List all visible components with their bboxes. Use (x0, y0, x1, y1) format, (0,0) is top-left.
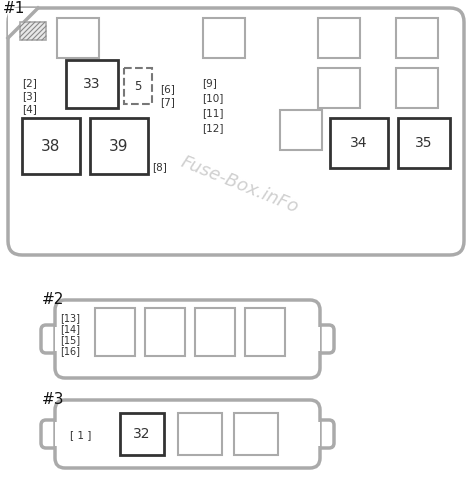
Text: [9]: [9] (202, 78, 217, 88)
Bar (55, 422, 61, 446)
Text: #1: #1 (3, 1, 26, 16)
Bar (396, 68, 438, 108)
Text: 39: 39 (109, 139, 129, 153)
Text: [2]: [2] (22, 78, 37, 88)
FancyBboxPatch shape (8, 8, 464, 255)
Bar (20, 22, 46, 40)
Text: Fuse-Box.inFo: Fuse-Box.inFo (178, 153, 301, 217)
Polygon shape (8, 8, 38, 38)
FancyBboxPatch shape (55, 300, 320, 378)
Bar (55, 327, 61, 351)
Bar (195, 308, 235, 356)
Text: [11]: [11] (202, 108, 224, 118)
Bar (398, 118, 450, 168)
Bar (124, 68, 152, 104)
Text: 5: 5 (134, 79, 142, 93)
Bar (330, 118, 388, 168)
FancyBboxPatch shape (55, 400, 320, 468)
Text: 34: 34 (350, 136, 368, 150)
Bar (95, 308, 135, 356)
FancyBboxPatch shape (316, 325, 334, 353)
Bar (57, 18, 99, 58)
Text: [3]: [3] (22, 91, 37, 101)
Text: [14]: [14] (60, 324, 80, 334)
Text: [10]: [10] (202, 93, 223, 103)
Bar (318, 18, 360, 58)
Bar (314, 327, 320, 351)
Text: 32: 32 (133, 427, 151, 441)
Text: #2: #2 (42, 292, 64, 307)
FancyBboxPatch shape (41, 325, 59, 353)
Text: [16]: [16] (60, 346, 80, 356)
Bar (120, 413, 164, 455)
Text: 35: 35 (415, 136, 433, 150)
Bar (90, 118, 148, 174)
Text: [ 1 ]: [ 1 ] (70, 430, 91, 440)
Text: 38: 38 (41, 139, 61, 153)
Bar (280, 110, 322, 150)
Bar (22, 118, 80, 174)
Text: 33: 33 (83, 77, 101, 91)
Text: [12]: [12] (202, 123, 224, 133)
Text: [15]: [15] (60, 335, 80, 345)
Text: [7]: [7] (160, 97, 175, 107)
Text: [6]: [6] (160, 84, 175, 94)
Bar (66, 60, 118, 108)
Text: [8]: [8] (152, 162, 167, 172)
Bar (314, 422, 320, 446)
Bar (396, 18, 438, 58)
Text: [4]: [4] (22, 104, 37, 114)
Bar (245, 308, 285, 356)
Bar (318, 68, 360, 108)
FancyBboxPatch shape (316, 420, 334, 448)
Text: #3: #3 (42, 392, 64, 407)
Bar (234, 413, 278, 455)
Bar (145, 308, 185, 356)
Bar (178, 413, 222, 455)
FancyBboxPatch shape (41, 420, 59, 448)
Bar (203, 18, 245, 58)
Text: [13]: [13] (60, 313, 80, 323)
